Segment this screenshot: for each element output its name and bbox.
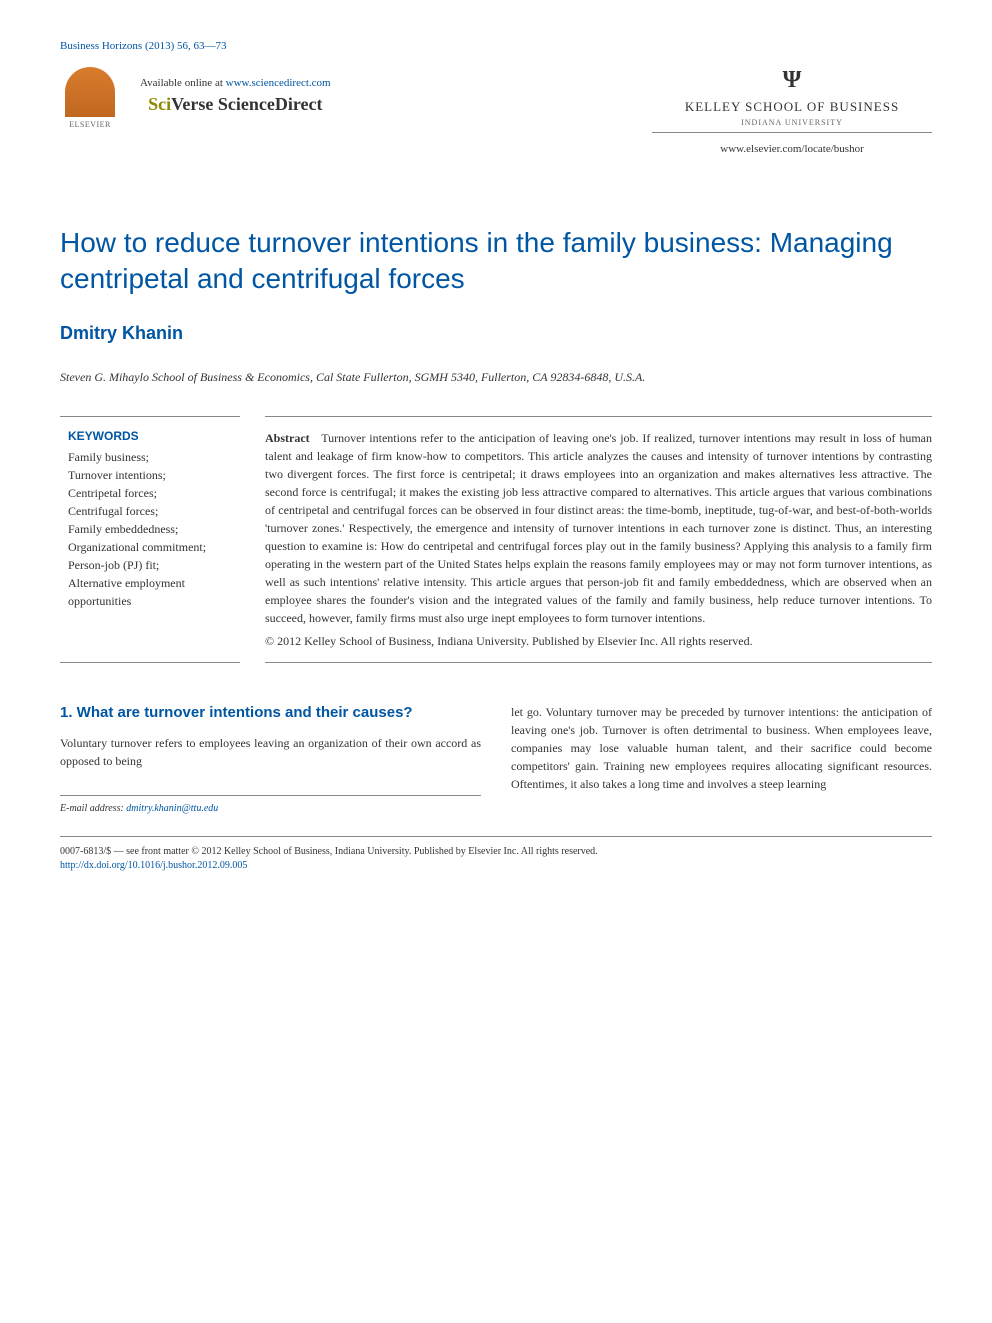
doi-link[interactable]: http://dx.doi.org/10.1016/j.bushor.2012.… (60, 859, 932, 873)
keywords-list: Family business; Turnover intentions; Ce… (68, 448, 232, 610)
journal-url[interactable]: www.elsevier.com/locate/bushor (652, 143, 932, 155)
email-address[interactable]: dmitry.khanin@ttu.edu (126, 803, 218, 814)
copyright-text: © 2012 Kelley School of Business, Indian… (265, 632, 932, 650)
email-block: E-mail address: dmitry.khanin@ttu.edu (60, 795, 481, 816)
issn-copyright: 0007-6813/$ — see front matter © 2012 Ke… (60, 845, 932, 859)
indiana-university-name: INDIANA UNIVERSITY (652, 118, 932, 127)
body-column-right: let go. Voluntary turnover may be preced… (511, 703, 932, 817)
email-label: E-mail address: (60, 803, 126, 814)
journal-reference: Business Horizons (2013) 56, 63—73 (60, 40, 932, 52)
section-1-heading: 1. What are turnover intentions and thei… (60, 703, 481, 723)
abstract-box: Abstract Turnover intentions refer to th… (265, 416, 932, 663)
elsevier-label: ELSEVIER (69, 120, 111, 129)
body-column-left: 1. What are turnover intentions and thei… (60, 703, 481, 817)
sciencedirect-link[interactable]: www.sciencedirect.com (226, 77, 331, 89)
keywords-heading: KEYWORDS (68, 429, 232, 443)
author-affiliation: Steven G. Mihaylo School of Business & E… (60, 369, 932, 386)
kelley-school-name: KELLEY SCHOOL OF BUSINESS (652, 99, 932, 115)
sciverse-rest: ScienceDirect (213, 94, 322, 114)
available-prefix: Available online at (140, 77, 226, 89)
header-row: ELSEVIER Available online at www.science… (60, 67, 932, 155)
body-para-2: let go. Voluntary turnover may be preced… (511, 703, 932, 793)
elsevier-logo: ELSEVIER (60, 67, 120, 137)
header-left: ELSEVIER Available online at www.science… (60, 67, 331, 137)
header-right: Ψ KELLEY SCHOOL OF BUSINESS INDIANA UNIV… (652, 67, 932, 155)
sciverse-logo: SciVerse ScienceDirect (140, 94, 331, 115)
header-divider (652, 132, 932, 133)
footer: 0007-6813/$ — see front matter © 2012 Ke… (60, 836, 932, 873)
abstract-label: Abstract (265, 431, 310, 445)
body-para-1: Voluntary turnover refers to employees l… (60, 734, 481, 770)
sciverse-sci: Sci (148, 94, 171, 114)
keywords-box: KEYWORDS Family business; Turnover inten… (60, 416, 240, 663)
elsevier-tree-icon (65, 67, 115, 117)
author-name: Dmitry Khanin (60, 323, 932, 344)
iu-trident-icon: Ψ (652, 67, 932, 94)
abstract-text: Abstract Turnover intentions refer to th… (265, 429, 932, 627)
sciverse-verse: Verse (171, 94, 213, 114)
abstract-body: Turnover intentions refer to the anticip… (265, 431, 932, 625)
body-section: 1. What are turnover intentions and thei… (60, 703, 932, 817)
available-text: Available online at www.sciencedirect.co… (140, 77, 331, 89)
keywords-abstract-row: KEYWORDS Family business; Turnover inten… (60, 416, 932, 663)
available-block: Available online at www.sciencedirect.co… (140, 67, 331, 115)
article-title: How to reduce turnover intentions in the… (60, 225, 932, 298)
